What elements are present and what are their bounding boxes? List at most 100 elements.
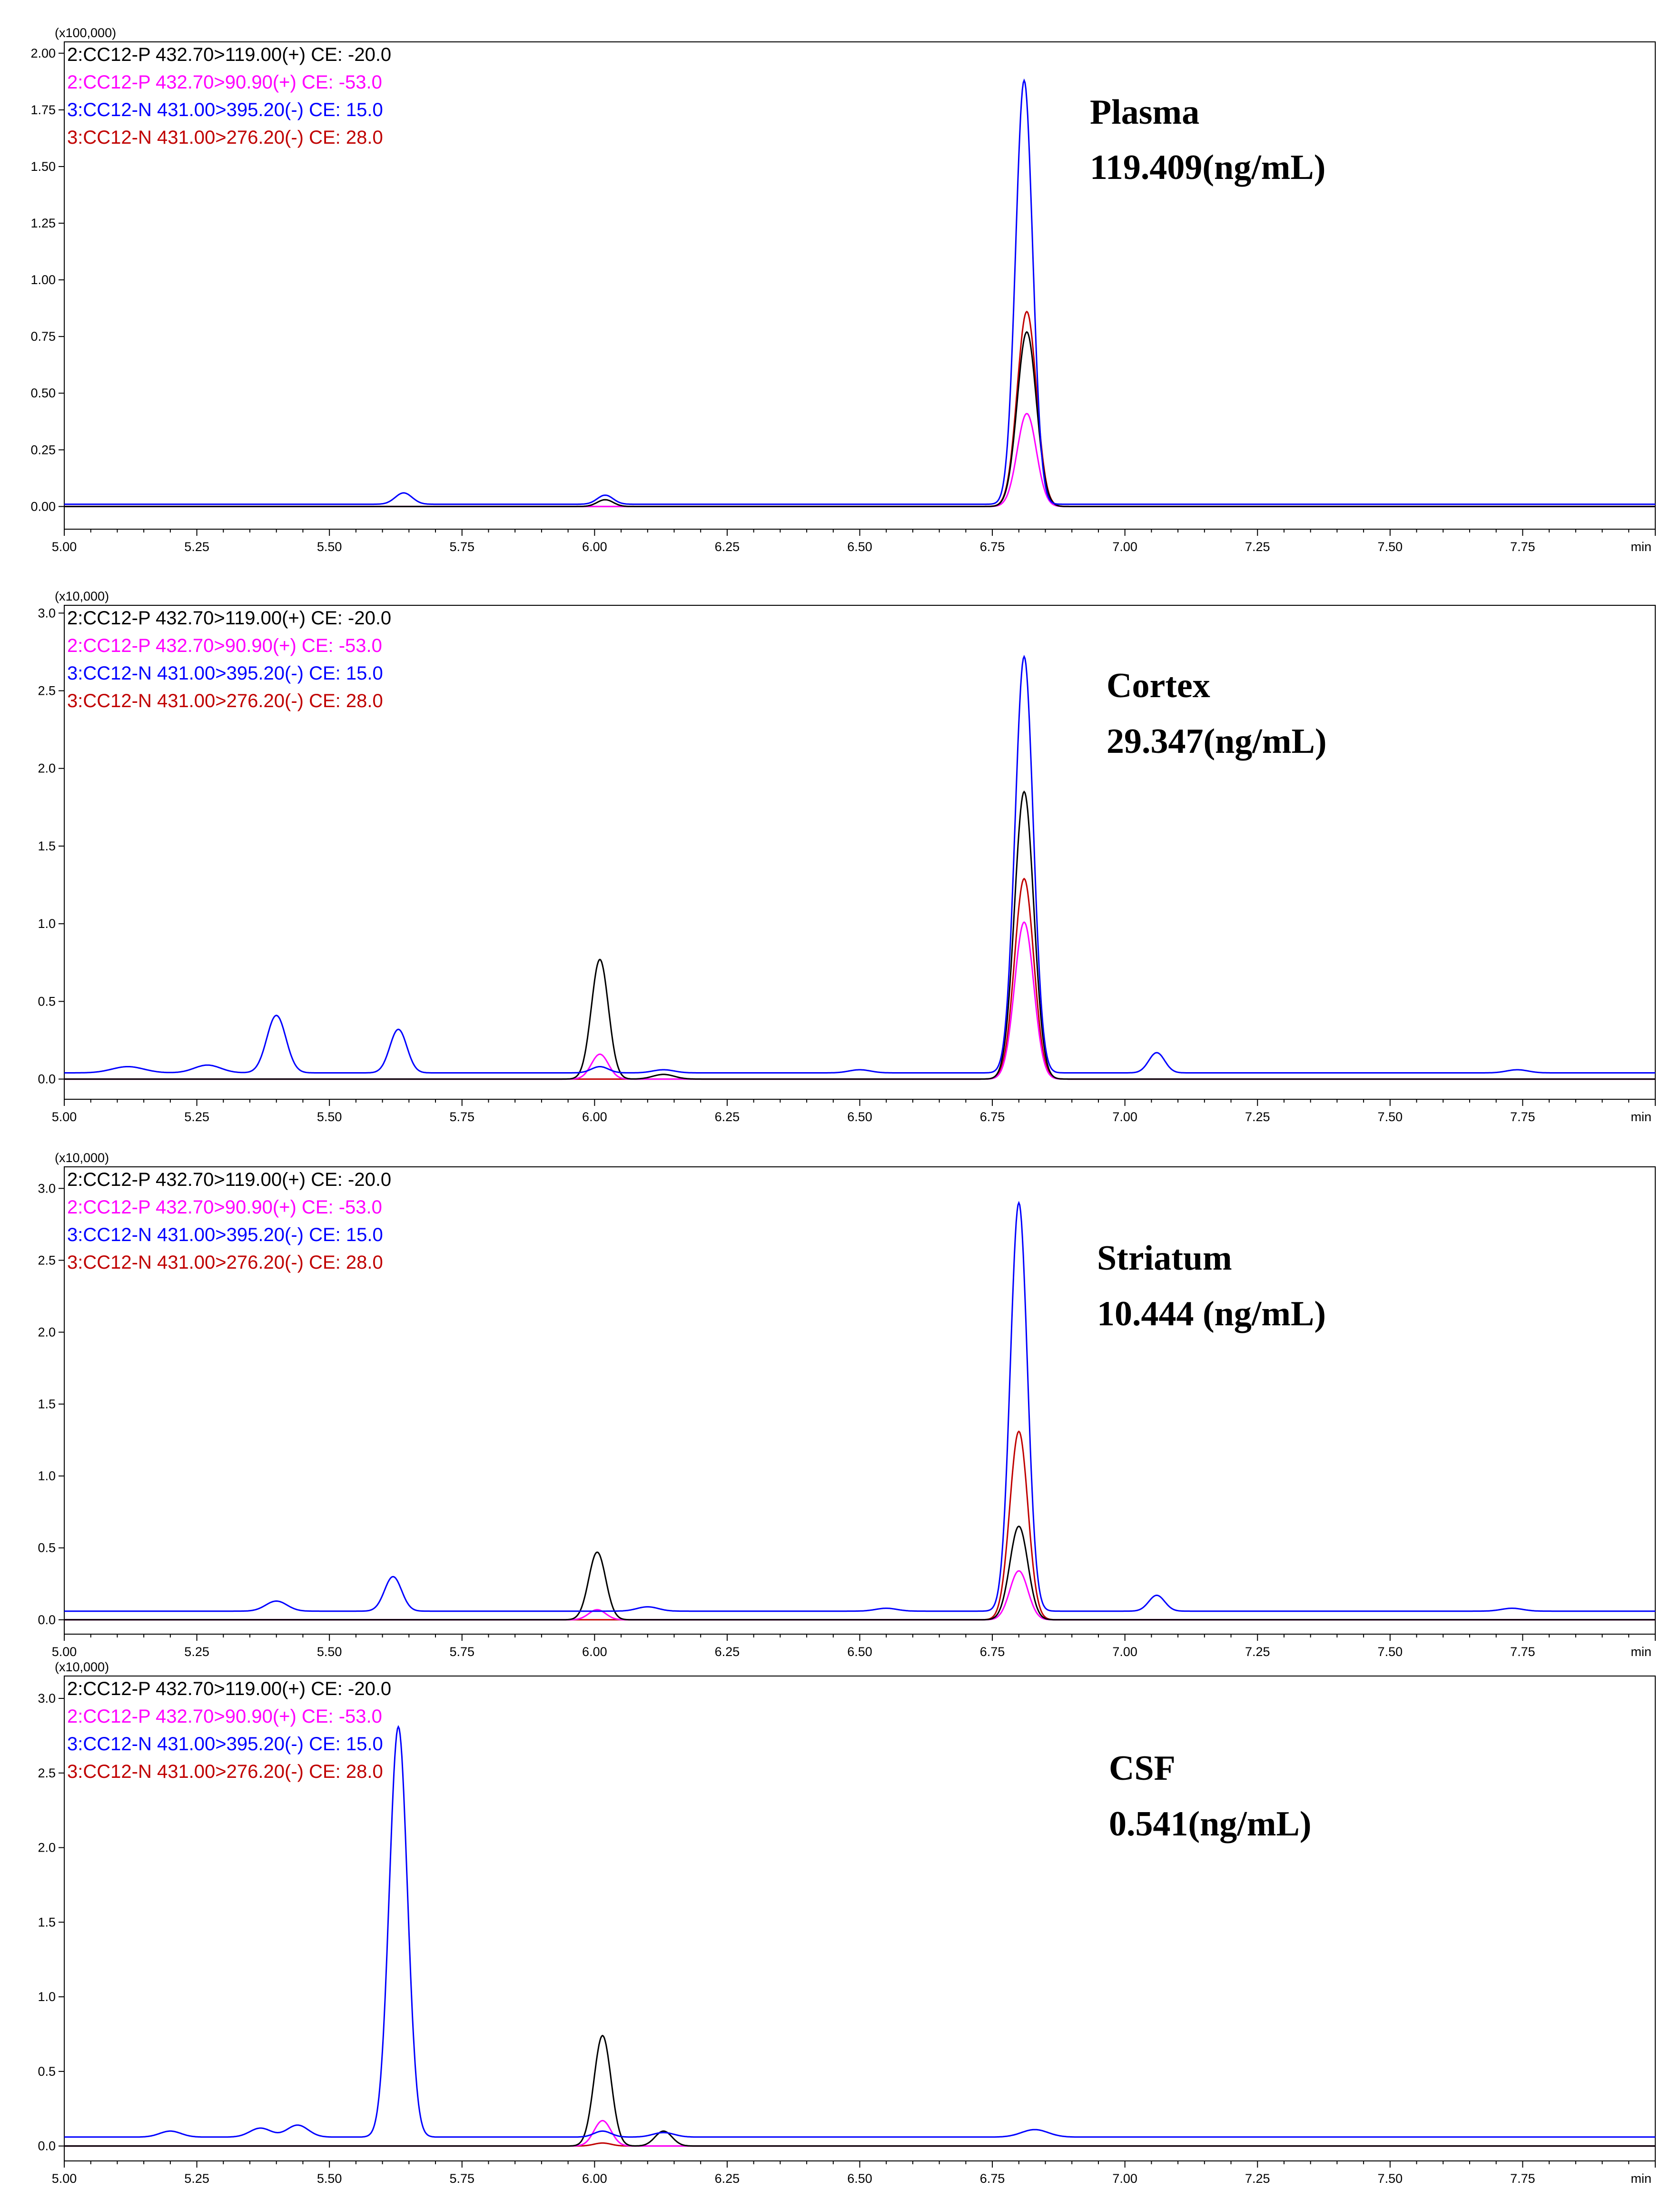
- x-tick-label: 6.00: [582, 1645, 607, 1659]
- legend-magenta-90-90: 2:CC12-P 432.70>90.90(+) CE: -53.0: [67, 1706, 382, 1727]
- y-tick-label: 0.75: [30, 329, 56, 344]
- trace-magenta-90-90: [64, 921, 1655, 1080]
- x-tick-label: 7.00: [1112, 1110, 1137, 1124]
- y-tick-label: 1.25: [30, 216, 56, 230]
- legend-magenta-90-90: 2:CC12-P 432.70>90.90(+) CE: -53.0: [67, 1197, 382, 1218]
- legend-red-276-20: 3:CC12-N 431.00>276.20(-) CE: 28.0: [67, 690, 383, 711]
- x-tick-label: 5.50: [317, 2171, 342, 2186]
- y-multiplier-label: (x10,000): [55, 1660, 109, 1674]
- x-tick-label: 7.75: [1510, 1645, 1535, 1659]
- x-tick-label: 5.50: [317, 1110, 342, 1124]
- x-tick-label: 6.50: [847, 1110, 872, 1124]
- x-tick-label: 5.75: [449, 540, 474, 554]
- legend-magenta-90-90: 2:CC12-P 432.70>90.90(+) CE: -53.0: [67, 72, 382, 93]
- y-multiplier-label: (x10,000): [55, 1151, 109, 1165]
- y-multiplier-label: (x10,000): [55, 589, 109, 603]
- x-tick-label: 7.50: [1378, 1645, 1403, 1659]
- trace-red-276-20: [64, 1430, 1655, 1621]
- x-tick-label: 5.25: [184, 1110, 209, 1124]
- legend-blue-395-20: 3:CC12-N 431.00>395.20(-) CE: 15.0: [67, 1224, 383, 1245]
- concentration-label: 10.444 (ng/mL): [1097, 1294, 1326, 1333]
- x-tick-label: 6.50: [847, 1645, 872, 1659]
- trace-blue-395-20: [64, 1725, 1655, 2138]
- x-unit-label: min: [1631, 1645, 1651, 1659]
- y-tick-label: 0.5: [38, 994, 56, 1008]
- x-tick-label: 5.25: [184, 2171, 209, 2186]
- x-tick-label: 6.00: [582, 1110, 607, 1124]
- trace-black-119: [64, 790, 1655, 1080]
- y-tick-label: 2.0: [38, 761, 56, 776]
- trace-blue-395-20: [64, 78, 1655, 505]
- trace-red-276-20: [64, 878, 1655, 1080]
- y-tick-label: 0.0: [38, 1072, 56, 1086]
- y-tick-label: 1.0: [38, 1469, 56, 1483]
- legend-black-119: 2:CC12-P 432.70>119.00(+) CE: -20.0: [67, 44, 391, 65]
- y-tick-label: 2.0: [38, 1841, 56, 1855]
- x-tick-label: 7.00: [1112, 2171, 1137, 2186]
- sample-name: Plasma: [1090, 93, 1199, 132]
- x-tick-label: 6.75: [980, 1645, 1005, 1659]
- panel-cortex: (x10,000) 0.0 0.5 1.0 1.5 2.0 2.5 3.0 5.00 5.25 5.…: [38, 589, 1656, 1124]
- y-tick-label: 0.5: [38, 2064, 56, 2079]
- x-tick-label: 6.25: [715, 540, 740, 554]
- legend-red-276-20: 3:CC12-N 431.00>276.20(-) CE: 28.0: [67, 127, 383, 148]
- y-tick-label: 0.25: [30, 443, 56, 457]
- legend-blue-395-20: 3:CC12-N 431.00>395.20(-) CE: 15.0: [67, 99, 383, 120]
- trace-magenta-90-90: [64, 2120, 1655, 2147]
- y-tick-label: 2.0: [38, 1325, 56, 1339]
- x-tick-label: 7.25: [1245, 1110, 1270, 1124]
- legend-red-276-20: 3:CC12-N 431.00>276.20(-) CE: 28.0: [67, 1252, 383, 1273]
- x-tick-label: 6.75: [980, 540, 1005, 554]
- concentration-label: 29.347(ng/mL): [1107, 722, 1327, 761]
- x-tick-label: 5.50: [317, 540, 342, 554]
- trace-black-119: [64, 2034, 1655, 2147]
- x-tick-label: 7.50: [1378, 2171, 1403, 2186]
- trace-blue-395-20: [64, 1201, 1655, 1612]
- y-tick-label: 3.0: [38, 1691, 56, 1706]
- x-tick-label: 5.00: [52, 2171, 77, 2186]
- x-tick-label: 7.25: [1245, 2171, 1270, 2186]
- y-tick-label: 3.0: [38, 1181, 56, 1195]
- trace-blue-395-20: [64, 654, 1655, 1074]
- x-tick-label: 5.25: [184, 1645, 209, 1659]
- legend-blue-395-20: 3:CC12-N 431.00>395.20(-) CE: 15.0: [67, 663, 383, 684]
- x-tick-label: 7.75: [1510, 2171, 1535, 2186]
- trace-red-276-20: [64, 310, 1655, 507]
- y-tick-label: 2.5: [38, 684, 56, 698]
- y-tick-label: 3.0: [38, 606, 56, 620]
- y-tick-label: 1.5: [38, 839, 56, 853]
- sample-name: CSF: [1109, 1749, 1176, 1788]
- x-tick-label: 7.25: [1245, 1645, 1270, 1659]
- y-tick-label: 0.5: [38, 1541, 56, 1555]
- y-tick-label: 1.0: [38, 1990, 56, 2004]
- x-tick-label: 7.50: [1378, 540, 1403, 554]
- y-tick-label: 1.75: [30, 103, 56, 117]
- panel-csf: (x10,000) 0.0 0.5 1.0 1.5 2.0 2.5 3.0 5.00 5.25 5.…: [38, 1660, 1656, 2186]
- x-tick-label: 7.00: [1112, 1645, 1137, 1659]
- x-tick-label: 6.00: [582, 540, 607, 554]
- y-tick-label: 1.0: [38, 917, 56, 931]
- x-tick-label: 5.75: [449, 2171, 474, 2186]
- trace-black-119: [64, 331, 1655, 507]
- x-tick-label: 7.50: [1378, 1110, 1403, 1124]
- x-tick-label: 5.00: [52, 1110, 77, 1124]
- y-multiplier-label: (x100,000): [55, 26, 116, 40]
- x-unit-label: min: [1631, 540, 1651, 554]
- x-tick-label: 6.75: [980, 1110, 1005, 1124]
- concentration-label: 0.541(ng/mL): [1109, 1805, 1312, 1844]
- x-tick-label: 6.50: [847, 540, 872, 554]
- x-tick-label: 6.50: [847, 2171, 872, 2186]
- trace-magenta-90-90: [64, 413, 1655, 507]
- trace-magenta-90-90: [64, 1570, 1655, 1621]
- x-tick-label: 7.25: [1245, 540, 1270, 554]
- y-tick-label: 1.5: [38, 1397, 56, 1411]
- legend-blue-395-20: 3:CC12-N 431.00>395.20(-) CE: 15.0: [67, 1734, 383, 1755]
- x-tick-label: 6.75: [980, 2171, 1005, 2186]
- x-tick-label: 5.75: [449, 1110, 474, 1124]
- x-tick-label: 6.00: [582, 2171, 607, 2186]
- legend-black-119: 2:CC12-P 432.70>119.00(+) CE: -20.0: [67, 1169, 391, 1190]
- legend-magenta-90-90: 2:CC12-P 432.70>90.90(+) CE: -53.0: [67, 635, 382, 656]
- sample-name: Striatum: [1097, 1239, 1232, 1278]
- legend-red-276-20: 3:CC12-N 431.00>276.20(-) CE: 28.0: [67, 1761, 383, 1782]
